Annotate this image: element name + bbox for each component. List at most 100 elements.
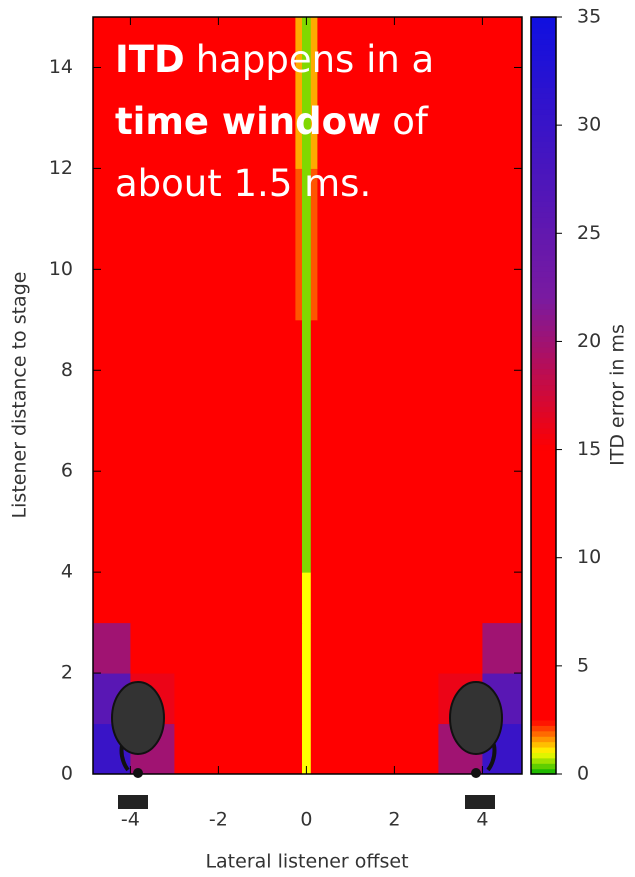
- colorbar-tick-label: 5: [577, 654, 589, 676]
- heatmap-cell: [302, 572, 311, 623]
- heatmap-cell: [438, 168, 483, 320]
- heatmap-cell: [93, 572, 131, 623]
- heatmap-cell: [302, 471, 311, 572]
- y-tick-label: 2: [61, 662, 73, 684]
- heatmap-cell: [262, 623, 296, 674]
- heatmap-cell: [130, 471, 175, 572]
- heatmap-cell: [482, 168, 522, 320]
- annotation-text: ITD: [115, 38, 185, 81]
- heatmap-cell: [262, 724, 296, 775]
- heatmap-cell: [174, 320, 219, 472]
- annotation-text: of: [392, 100, 429, 143]
- colorbar-tick-label: 10: [577, 546, 601, 568]
- y-tick-label: 6: [61, 460, 73, 482]
- heatmap-cell: [350, 572, 395, 623]
- heatmap-cell: [311, 572, 318, 623]
- colorbar-tick-label: 0: [577, 763, 589, 785]
- heatmap-cell: [482, 572, 522, 623]
- heatmap-cell: [350, 471, 395, 572]
- heatmap-cell: [311, 724, 318, 775]
- heatmap-cell: [482, 471, 522, 572]
- heatmap-cell: [394, 471, 439, 572]
- x-axis-label: Lateral listener offset: [205, 851, 408, 873]
- y-axis-label: Listener distance to stage: [9, 272, 31, 519]
- heatmap-cell: [317, 623, 351, 674]
- heatmap-cell: [438, 17, 483, 169]
- heatmap-cell: [394, 572, 439, 623]
- heatmap-cell: [174, 471, 219, 572]
- heatmap-cell: [482, 623, 522, 674]
- heatmap-cell: [218, 572, 263, 623]
- heatmap-cell: [302, 673, 311, 724]
- y-tick-label: 14: [49, 56, 73, 78]
- heatmap-cell: [218, 623, 263, 674]
- colorbar-tick-label: 15: [577, 438, 601, 460]
- colorbar-label: ITD error in ms: [607, 324, 629, 466]
- y-tick-label: 10: [49, 258, 73, 280]
- heatmap-cell: [311, 320, 318, 472]
- heatmap-cell: [317, 724, 351, 775]
- heatmap-cell: [438, 623, 483, 674]
- colorbar-tick-label: 20: [577, 330, 601, 352]
- heatmap-cell: [262, 673, 296, 724]
- heatmap-cell: [350, 320, 395, 472]
- heatmap-cell: [262, 471, 296, 572]
- heatmap-cell: [295, 724, 302, 775]
- heatmap-cell: [218, 724, 263, 775]
- heatmap-cell: [218, 320, 263, 472]
- heatmap-cell: [262, 320, 296, 472]
- colorbar-tick-label: 35: [577, 6, 601, 28]
- y-tick-label: 12: [49, 157, 73, 179]
- heatmap-cell: [295, 673, 302, 724]
- heatmap-cell: [295, 623, 302, 674]
- heatmap-cell: [394, 168, 439, 320]
- annotation-text: happens in a: [196, 38, 435, 81]
- heatmap-cell: [438, 320, 483, 472]
- heatmap-cell: [174, 724, 219, 775]
- heatmap-cell: [174, 673, 219, 724]
- heatmap-cell: [482, 320, 522, 472]
- heatmap-cell: [130, 572, 175, 623]
- heatmap-cell: [295, 572, 302, 623]
- heatmap-cell: [295, 471, 302, 572]
- heatmap-cell: [317, 471, 351, 572]
- heatmap-cell: [218, 673, 263, 724]
- heatmap-cell: [317, 673, 351, 724]
- colorbar: [531, 17, 556, 775]
- heatmap-cell: [295, 320, 302, 472]
- heatmap-cell: [130, 623, 175, 674]
- heatmap-cell: [438, 572, 483, 623]
- heatmap-cell: [302, 320, 311, 472]
- heatmap-cell: [218, 471, 263, 572]
- heatmap-cell: [482, 17, 522, 169]
- colorbar-tick-label: 30: [577, 114, 601, 136]
- heatmap-cell: [350, 673, 395, 724]
- x-tick-label: -2: [209, 809, 228, 831]
- colorbar-tick-label: 25: [577, 222, 601, 244]
- x-tick-label: 0: [300, 809, 312, 831]
- y-tick-label: 4: [61, 561, 73, 583]
- heatmap-cell: [93, 320, 131, 472]
- heatmap-cell: [93, 623, 131, 674]
- x-tick-label: -4: [121, 809, 140, 831]
- heatmap-cell: [174, 623, 219, 674]
- heatmap-cell: [302, 623, 311, 674]
- heatmap-cell: [394, 673, 439, 724]
- heatmap-cell: [262, 572, 296, 623]
- heatmap-cell: [394, 623, 439, 674]
- heatmap-cell: [311, 623, 318, 674]
- heatmap-cell: [311, 471, 318, 572]
- heatmap-cell: [317, 572, 351, 623]
- heatmap-cell: [317, 320, 351, 472]
- heatmap-cell: [93, 471, 131, 572]
- annotation-text: time window: [115, 100, 381, 143]
- x-tick-label: 2: [388, 809, 400, 831]
- y-tick-label: 8: [61, 359, 73, 381]
- heatmap-cell: [394, 724, 439, 775]
- y-tick-label: 0: [61, 763, 73, 785]
- x-tick-label: 4: [476, 809, 488, 831]
- heatmap-cell: [394, 320, 439, 472]
- heatmap-cell: [130, 320, 175, 472]
- heatmap-cell: [311, 673, 318, 724]
- annotation-text: about 1.5 ms.: [115, 162, 371, 205]
